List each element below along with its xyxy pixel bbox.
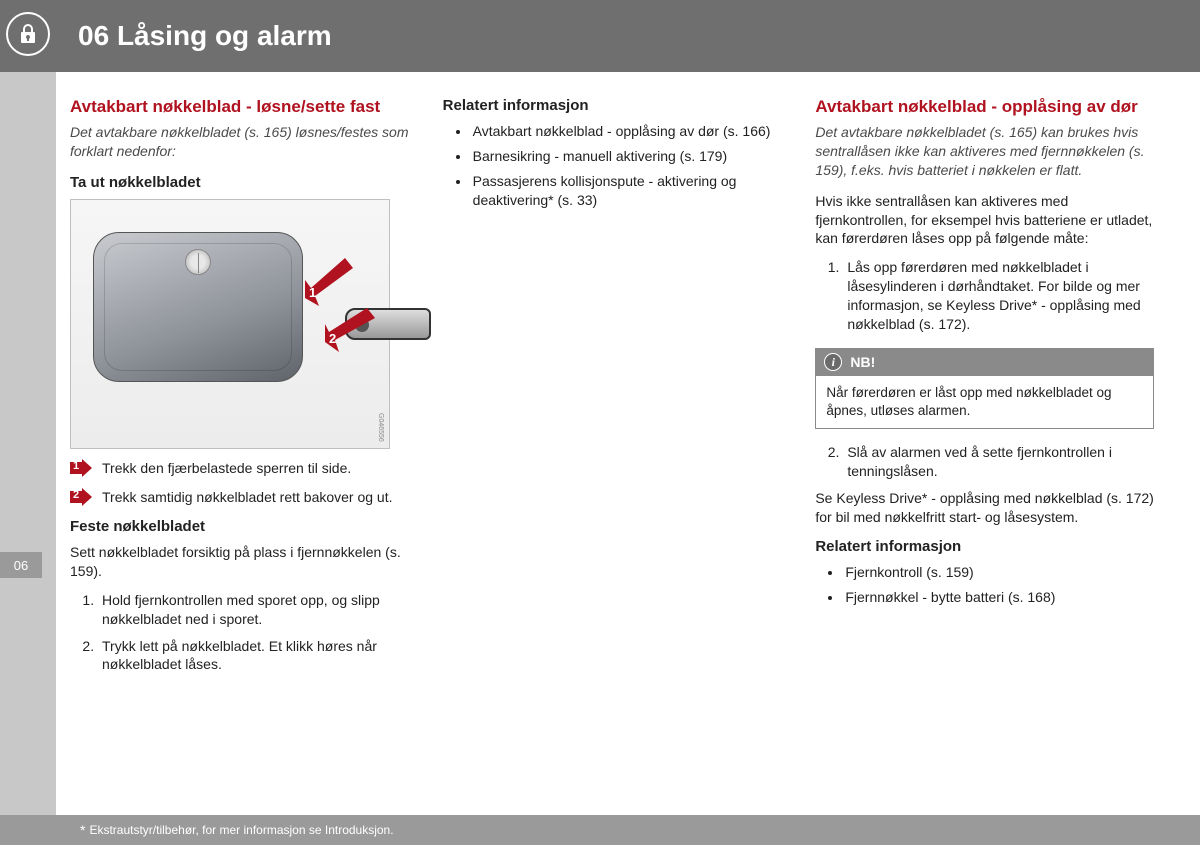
col3-related-2: Fjernnøkkel - bytte batteri (s. 168) bbox=[843, 588, 1154, 607]
col1-intro: Det avtakbare nøkkelbladet (s. 165) løsn… bbox=[70, 123, 409, 161]
fasten-step-1: Hold fjernkontrollen med sporet opp, og … bbox=[98, 591, 409, 629]
col3-steps-part1: Lås opp førerdøren med nøkkelbladet i lå… bbox=[815, 258, 1154, 334]
note-header: i NB! bbox=[816, 349, 1153, 376]
note-label: NB! bbox=[850, 353, 875, 372]
col3-para1: Hvis ikke sentrallåsen kan aktiveres med… bbox=[815, 192, 1154, 249]
column-middle: Relatert informasjon Avtakbart nøkkelbla… bbox=[443, 96, 782, 801]
step-2-arrow-icon: 2 bbox=[70, 488, 92, 506]
col2-item-1: Avtakbart nøkkelblad - opplåsing av dør … bbox=[471, 122, 782, 141]
footnote-star-icon: * bbox=[80, 822, 85, 838]
col1-fasten-steps: Hold fjernkontrollen med sporet opp, og … bbox=[70, 591, 409, 675]
note-box: i NB! Når førerdøren er låst opp med nøk… bbox=[815, 348, 1154, 429]
col1-sub2-text: Sett nøkkelbladet forsiktig på plass i f… bbox=[70, 543, 409, 581]
section-tab: 06 bbox=[0, 552, 42, 578]
col3-step2: Slå av alarmen ved å sette fjernkontroll… bbox=[843, 443, 1154, 481]
col3-step1: Lås opp førerdøren med nøkkelbladet i lå… bbox=[843, 258, 1154, 334]
note-body: Når førerdøren er låst opp med nøkkelbla… bbox=[816, 376, 1153, 428]
col3-steps-part2: Slå av alarmen ved å sette fjernkontroll… bbox=[815, 443, 1154, 481]
step-1-arrow-icon: 1 bbox=[70, 459, 92, 477]
col3-related-title: Relatert informasjon bbox=[815, 537, 1154, 557]
col2-item-2: Barnesikring - manuell aktivering (s. 17… bbox=[471, 147, 782, 166]
fasten-step-2: Trykk lett på nøkkelbladet. Et klikk hør… bbox=[98, 637, 409, 675]
column-left: Avtakbart nøkkelblad - løsne/sette fast … bbox=[70, 96, 409, 801]
col3-title: Avtakbart nøkkelblad - opplåsing av dør bbox=[815, 96, 1154, 119]
col1-sub2: Feste nøkkelbladet bbox=[70, 517, 409, 537]
col1-title: Avtakbart nøkkelblad - løsne/sette fast bbox=[70, 96, 409, 119]
figure-code: G046556 bbox=[376, 413, 385, 442]
column-right: Avtakbart nøkkelblad - opplåsing av dør … bbox=[815, 96, 1154, 801]
col3-para2: Se Keyless Drive* - opplåsing med nøkkel… bbox=[815, 489, 1154, 527]
footer-note: Ekstrautstyr/tilbehør, for mer informasj… bbox=[89, 823, 393, 837]
lock-icon bbox=[6, 12, 50, 56]
col2-list: Avtakbart nøkkelblad - opplåsing av dør … bbox=[443, 122, 782, 210]
info-icon: i bbox=[824, 353, 842, 371]
step-2-text: Trekk samtidig nøkkelbladet rett bakover… bbox=[102, 488, 393, 507]
key-blade-figure: 1 2 G046556 bbox=[70, 199, 390, 449]
col2-item-3: Passasjerens kollisjonspute - aktivering… bbox=[471, 172, 782, 210]
page-content: Avtakbart nøkkelblad - løsne/sette fast … bbox=[70, 96, 1154, 801]
red-step-1: 1 Trekk den fjærbelastede sperren til si… bbox=[70, 459, 409, 478]
col3-related-1: Fjernkontroll (s. 159) bbox=[843, 563, 1154, 582]
red-step-2: 2 Trekk samtidig nøkkelbladet rett bakov… bbox=[70, 488, 409, 507]
figure-arrow-1-label: 1 bbox=[309, 284, 316, 302]
col1-sub1: Ta ut nøkkelbladet bbox=[70, 173, 409, 193]
figure-arrow-2-label: 2 bbox=[329, 330, 336, 348]
left-gutter bbox=[0, 0, 56, 845]
chapter-number: 06 bbox=[78, 20, 109, 52]
step-1-text: Trekk den fjærbelastede sperren til side… bbox=[102, 459, 351, 478]
col3-related-list: Fjernkontroll (s. 159) Fjernnøkkel - byt… bbox=[815, 563, 1154, 607]
chapter-title: Låsing og alarm bbox=[117, 20, 332, 52]
col2-title: Relatert informasjon bbox=[443, 96, 782, 116]
footer-bar: * Ekstrautstyr/tilbehør, for mer informa… bbox=[0, 815, 1200, 845]
col3-intro: Det avtakbare nøkkelbladet (s. 165) kan … bbox=[815, 123, 1154, 180]
chapter-header: 06 Låsing og alarm bbox=[0, 0, 1200, 72]
